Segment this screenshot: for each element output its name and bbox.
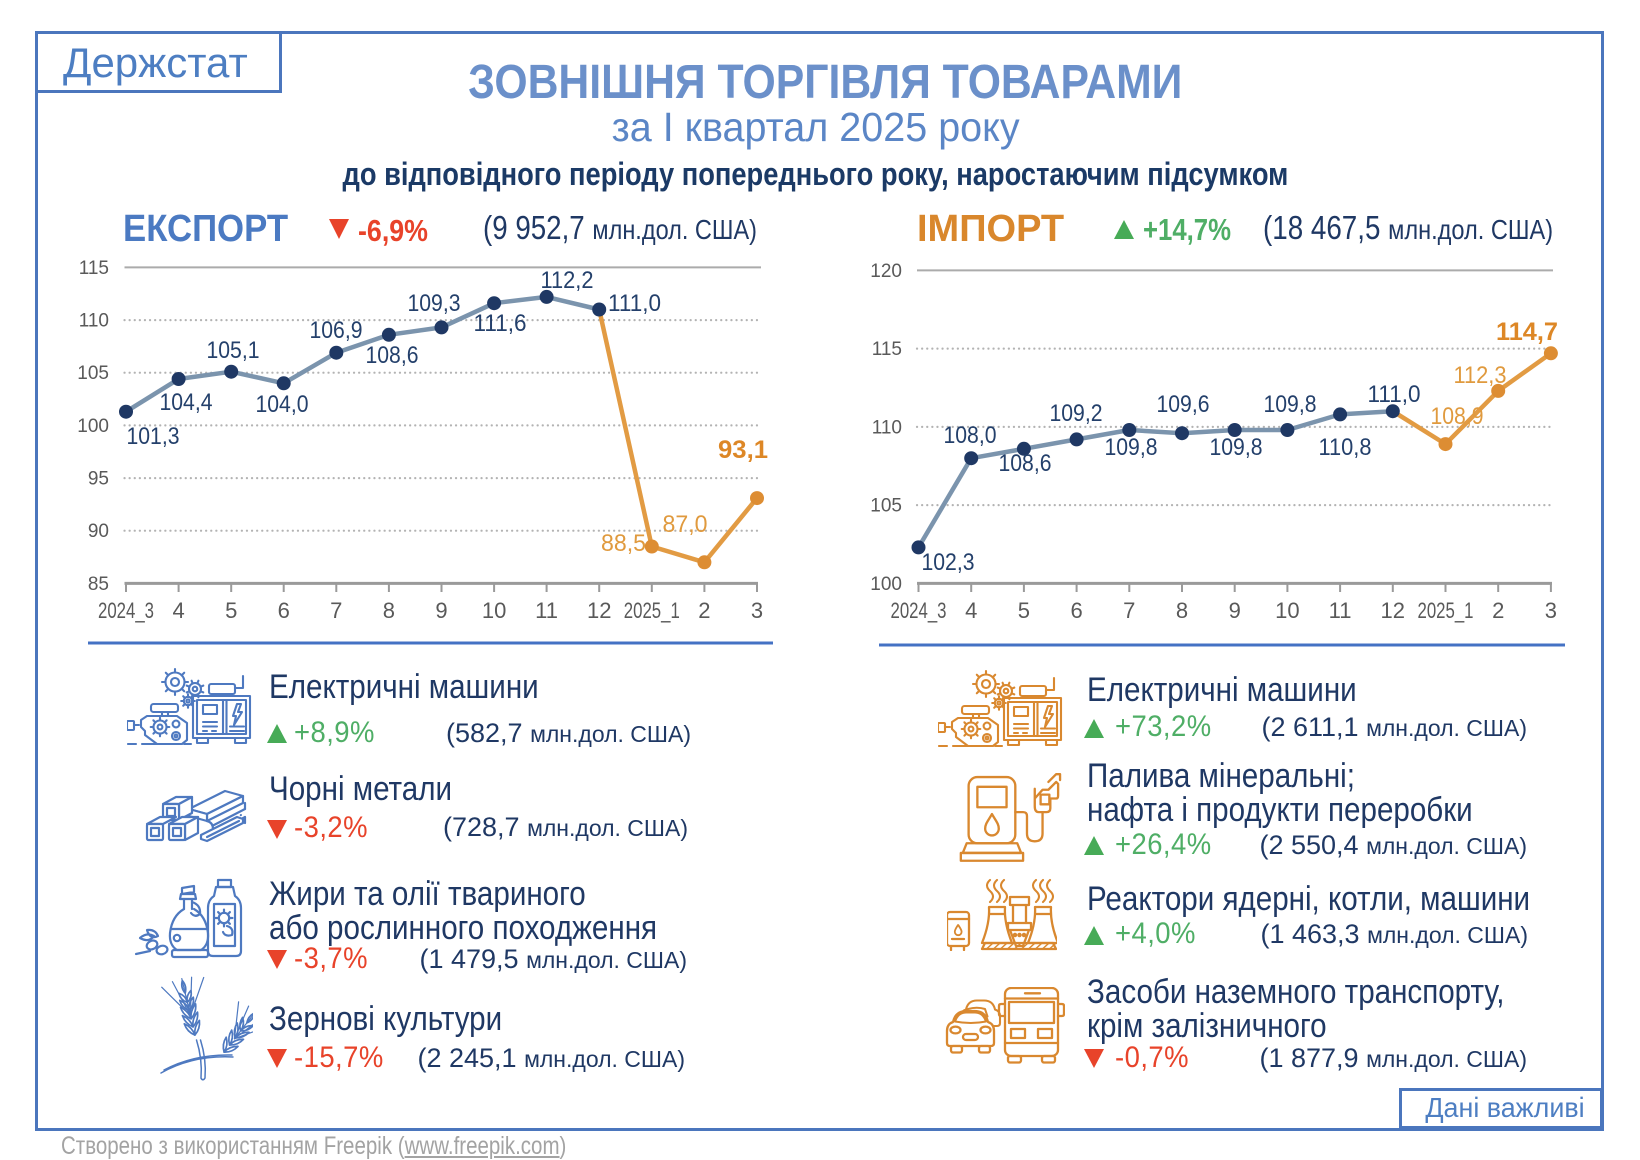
svg-text:115: 115	[872, 339, 902, 360]
svg-text:112,3: 112,3	[1454, 362, 1507, 389]
svg-text:109,2: 109,2	[1050, 400, 1103, 427]
svg-text:120: 120	[870, 261, 902, 282]
svg-text:110,8: 110,8	[1319, 434, 1372, 461]
svg-text:108,6: 108,6	[366, 342, 419, 369]
svg-text:2025_1: 2025_1	[1418, 598, 1474, 623]
svg-text:12: 12	[1381, 598, 1405, 623]
svg-text:110: 110	[872, 417, 902, 438]
svg-text:2024_3: 2024_3	[891, 598, 947, 623]
svg-text:101,3: 101,3	[127, 423, 180, 450]
svg-text:5: 5	[225, 598, 237, 623]
svg-text:112,2: 112,2	[541, 267, 594, 294]
svg-text:8: 8	[1176, 598, 1188, 623]
svg-text:3: 3	[751, 598, 763, 623]
svg-text:2024_3: 2024_3	[98, 598, 154, 623]
svg-text:102,3: 102,3	[922, 549, 975, 576]
svg-text:4: 4	[965, 598, 977, 623]
svg-text:6: 6	[278, 598, 290, 623]
svg-text:5: 5	[1018, 598, 1030, 623]
svg-text:108,9: 108,9	[1431, 403, 1484, 430]
svg-text:114,7: 114,7	[1496, 318, 1558, 346]
svg-text:90: 90	[88, 521, 109, 542]
svg-text:111,0: 111,0	[608, 290, 661, 317]
svg-text:105: 105	[870, 496, 902, 517]
svg-text:104,4: 104,4	[160, 389, 213, 416]
svg-text:12: 12	[587, 598, 611, 623]
svg-text:9: 9	[1229, 598, 1241, 623]
svg-text:9: 9	[435, 598, 447, 623]
svg-text:109,3: 109,3	[408, 290, 461, 317]
svg-text:95: 95	[88, 469, 109, 490]
svg-text:109,8: 109,8	[1264, 391, 1317, 418]
svg-text:93,1: 93,1	[718, 436, 768, 464]
svg-text:108,6: 108,6	[999, 450, 1052, 477]
svg-text:88,5: 88,5	[601, 530, 646, 557]
svg-text:4: 4	[172, 598, 184, 623]
svg-text:6: 6	[1070, 598, 1082, 623]
svg-text:2025_1: 2025_1	[624, 598, 680, 623]
svg-text:87,0: 87,0	[663, 511, 708, 538]
svg-text:106,9: 106,9	[310, 317, 363, 344]
svg-text:109,8: 109,8	[1105, 434, 1158, 461]
svg-text:7: 7	[330, 598, 342, 623]
svg-text:11: 11	[1329, 598, 1352, 623]
svg-text:2: 2	[1492, 598, 1504, 623]
svg-text:108,0: 108,0	[944, 422, 997, 449]
svg-text:8: 8	[383, 598, 395, 623]
svg-text:85: 85	[88, 574, 109, 595]
svg-text:100: 100	[77, 416, 109, 437]
svg-text:7: 7	[1123, 598, 1135, 623]
svg-text:115: 115	[79, 258, 109, 279]
svg-text:104,0: 104,0	[256, 391, 309, 418]
svg-text:10: 10	[1275, 598, 1299, 623]
svg-text:105: 105	[77, 363, 109, 384]
svg-text:3: 3	[1545, 598, 1557, 623]
svg-text:2: 2	[698, 598, 710, 623]
svg-text:10: 10	[482, 598, 506, 623]
svg-text:105,1: 105,1	[207, 337, 260, 364]
svg-text:111,0: 111,0	[1368, 381, 1421, 408]
svg-text:100: 100	[870, 574, 902, 595]
svg-text:110: 110	[79, 311, 109, 332]
svg-text:109,6: 109,6	[1157, 391, 1210, 418]
svg-text:111,6: 111,6	[474, 310, 527, 337]
svg-text:11: 11	[535, 598, 558, 623]
svg-text:109,8: 109,8	[1210, 434, 1263, 461]
